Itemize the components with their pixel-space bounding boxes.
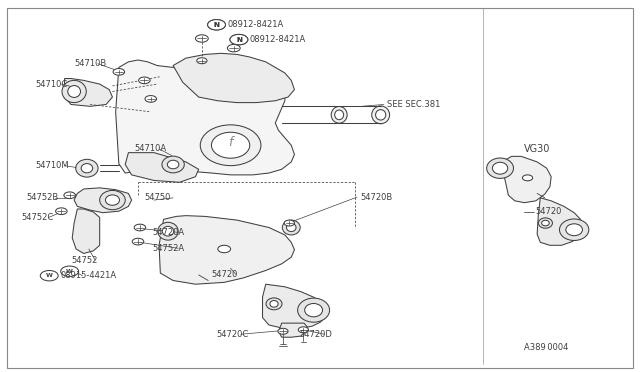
Text: N: N [236, 36, 242, 43]
Text: 54710B: 54710B [74, 59, 106, 68]
Text: SEE SEC.381: SEE SEC.381 [387, 100, 440, 109]
Ellipse shape [211, 132, 250, 158]
Circle shape [230, 35, 248, 45]
Text: A389 0004: A389 0004 [524, 343, 569, 352]
Ellipse shape [266, 298, 282, 310]
Text: 54750: 54750 [145, 193, 171, 202]
Circle shape [64, 192, 76, 199]
Text: 54720D: 54720D [300, 330, 332, 339]
Text: W: W [66, 269, 73, 274]
Circle shape [134, 224, 146, 231]
Text: 54720A: 54720A [153, 228, 185, 237]
Text: 54710M: 54710M [36, 161, 70, 170]
Ellipse shape [106, 195, 120, 205]
Text: 54720: 54720 [211, 270, 238, 279]
Circle shape [207, 20, 225, 30]
Ellipse shape [76, 159, 98, 177]
Text: 54720B: 54720B [360, 193, 392, 202]
Circle shape [145, 96, 157, 102]
Text: 08912-8421A: 08912-8421A [250, 35, 306, 44]
Polygon shape [262, 284, 326, 329]
Polygon shape [74, 188, 132, 213]
Ellipse shape [538, 218, 552, 228]
Circle shape [227, 44, 240, 52]
Ellipse shape [372, 106, 390, 124]
Polygon shape [504, 156, 551, 203]
Ellipse shape [376, 110, 386, 120]
Text: N: N [236, 36, 242, 43]
Ellipse shape [298, 298, 330, 322]
Ellipse shape [566, 224, 582, 235]
Text: 54752: 54752 [71, 256, 97, 264]
Text: 54720C: 54720C [216, 330, 249, 339]
Circle shape [522, 175, 532, 181]
Polygon shape [125, 153, 198, 182]
Polygon shape [72, 209, 100, 253]
Text: N: N [214, 22, 220, 28]
Polygon shape [65, 78, 113, 106]
Ellipse shape [270, 301, 278, 307]
Ellipse shape [100, 190, 125, 210]
Polygon shape [278, 323, 307, 337]
Circle shape [132, 238, 144, 245]
Text: W: W [46, 273, 52, 278]
Ellipse shape [541, 220, 549, 226]
Text: 54752B: 54752B [26, 193, 58, 202]
Ellipse shape [282, 220, 300, 235]
Text: 54752C: 54752C [22, 213, 54, 222]
Circle shape [139, 77, 150, 84]
Circle shape [207, 20, 225, 30]
Circle shape [298, 327, 308, 333]
Ellipse shape [68, 86, 81, 97]
Ellipse shape [81, 164, 93, 173]
Ellipse shape [163, 227, 173, 236]
Circle shape [40, 270, 58, 281]
Circle shape [113, 68, 125, 75]
Text: N: N [214, 22, 220, 28]
Ellipse shape [158, 222, 178, 240]
Text: VG30: VG30 [524, 144, 551, 154]
Text: 54752A: 54752A [153, 244, 185, 253]
Circle shape [56, 208, 67, 215]
Circle shape [196, 58, 207, 64]
Text: 08912-8421A: 08912-8421A [227, 20, 284, 29]
Circle shape [218, 245, 230, 253]
Ellipse shape [486, 158, 513, 179]
Polygon shape [173, 53, 294, 103]
Text: 54720: 54720 [536, 208, 562, 217]
Polygon shape [116, 60, 294, 175]
Ellipse shape [331, 106, 347, 123]
Ellipse shape [168, 160, 179, 169]
Text: 54710A: 54710A [135, 144, 167, 153]
Ellipse shape [200, 125, 261, 166]
Text: 54710C: 54710C [36, 80, 68, 89]
Ellipse shape [559, 219, 589, 240]
Polygon shape [537, 198, 582, 245]
Circle shape [284, 220, 294, 226]
Polygon shape [159, 216, 294, 284]
Ellipse shape [305, 304, 323, 317]
Circle shape [230, 35, 248, 45]
Ellipse shape [287, 224, 296, 232]
Ellipse shape [492, 162, 508, 174]
Circle shape [195, 35, 208, 42]
Circle shape [61, 266, 79, 276]
Ellipse shape [62, 80, 86, 103]
Text: 08915-4421A: 08915-4421A [60, 271, 116, 280]
Ellipse shape [162, 156, 184, 173]
Text: f: f [228, 136, 233, 149]
Circle shape [278, 328, 288, 334]
Ellipse shape [335, 110, 344, 120]
